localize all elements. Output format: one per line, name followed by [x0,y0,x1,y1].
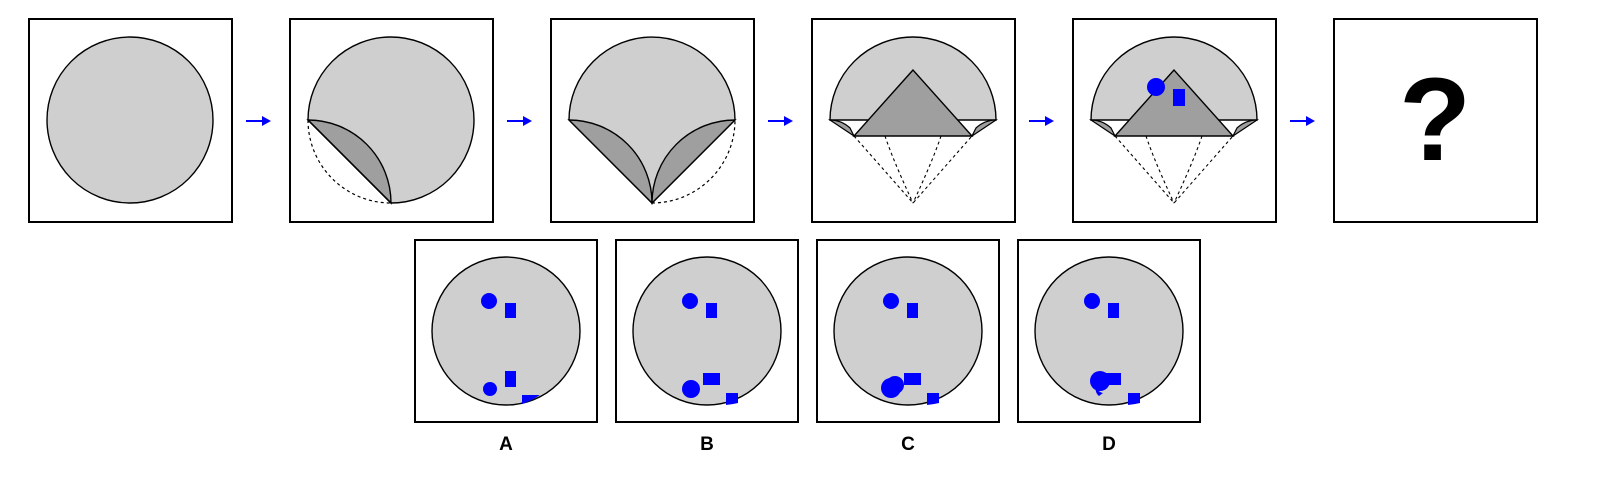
small-fold-left [1088,119,1117,138]
circle-hole [886,376,904,394]
paper-circle [46,36,214,204]
arrow-4-head [1045,116,1054,126]
folded-triangle [852,68,974,137]
square-hole [927,393,939,405]
punched-square-hole [1173,89,1185,106]
option-b-label: B [700,434,714,455]
paper-circle [833,256,983,406]
square-hole [904,373,921,385]
square-hole [505,371,516,387]
original-tip-dashed [1114,135,1234,204]
circle-hole [1090,371,1110,391]
circle-hole [682,293,698,309]
circle-hole [682,380,700,398]
folded-flap-right [651,119,737,205]
step-6-frame [1333,18,1538,223]
square-hole [522,395,540,404]
step-4-panel [811,18,1016,223]
step-6-panel: ? [1333,18,1538,223]
square-hole [907,303,918,318]
step-5-panel [1072,18,1277,223]
option-d[interactable]: D [1017,239,1201,455]
square-hole [706,303,717,318]
arrow-3-head [784,116,793,126]
small-fold-left [827,119,856,138]
circle-hole [1084,293,1100,309]
original-tip-dashed [853,135,973,204]
square-hole [1128,393,1140,405]
option-a[interactable]: A [414,239,598,455]
option-d-label: D [1102,434,1116,455]
square-hole [726,393,738,405]
paper-unfolded-region [568,36,736,204]
square-hole [505,303,516,318]
square-hole [1108,303,1119,318]
step-1-panel [28,18,233,223]
punched-circle-hole [1147,78,1165,96]
fold-line [307,119,392,204]
small-fold-right [1231,119,1260,138]
option-b[interactable]: B [615,239,799,455]
folded-flap-left [567,119,653,205]
arrow-2-head [523,116,532,126]
option-a-label: A [499,434,513,455]
circle-hole [483,382,497,396]
paper-circle [1034,256,1184,406]
option-c[interactable]: C [816,239,1000,455]
small-fold-right [970,119,999,138]
arrow-5-head [1306,116,1315,126]
step-2-panel [289,18,494,223]
step-3-panel [550,18,755,223]
option-c-label: C [901,434,915,455]
paper-circle [431,256,581,406]
square-hole [703,373,720,385]
circle-hole [1095,384,1103,396]
circle-hole [883,293,899,309]
paper-circle [632,256,782,406]
question-mark: ? [1399,54,1471,186]
circle-hole [481,293,497,309]
arrow-1-head [262,116,271,126]
paper-unfolded-region [307,36,475,204]
